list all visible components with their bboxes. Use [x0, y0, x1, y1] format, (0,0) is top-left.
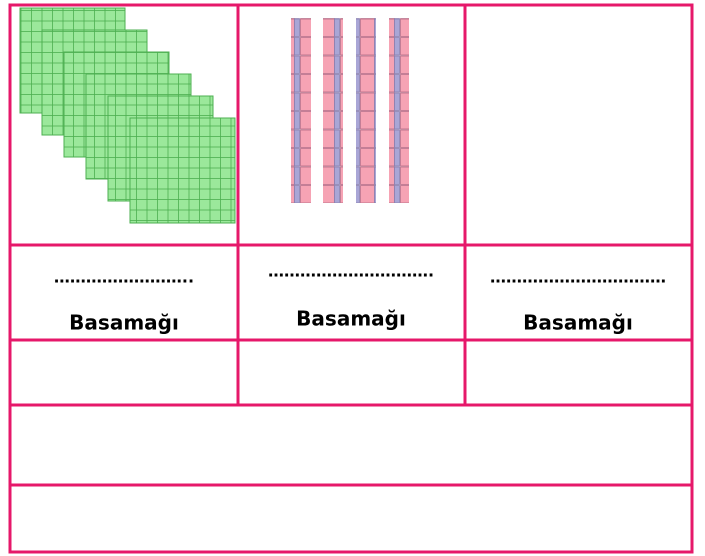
blank-line: ………………………….: [268, 262, 434, 281]
place-label: Basamağı: [296, 307, 406, 331]
tens-rods: [291, 18, 409, 203]
ten-rod: [291, 18, 311, 203]
hundreds-blocks: [19, 7, 236, 224]
place-label: Basamağı: [523, 311, 633, 335]
table-borders: [8, 3, 694, 554]
outer-border: [8, 3, 694, 554]
blank-line: ……………………………: [490, 268, 666, 287]
ten-rod: [323, 18, 343, 203]
blank-line: ……………………..: [54, 268, 194, 287]
ten-rod: [389, 18, 409, 203]
place-label: Basamağı: [69, 311, 179, 335]
hundred-block: [129, 117, 236, 224]
ten-rod: [356, 18, 376, 203]
